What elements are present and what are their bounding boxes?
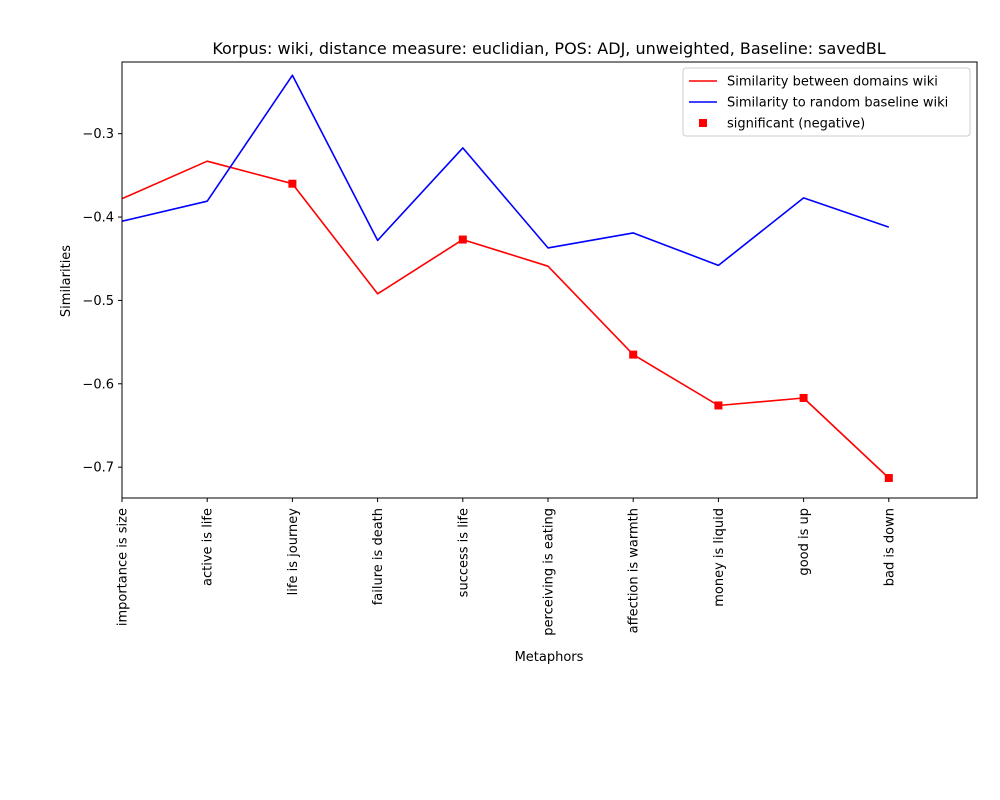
y-axis-label: Similarities <box>59 245 74 317</box>
x-tick-label: importance is size <box>116 508 131 626</box>
legend-label: significant (negative) <box>727 117 865 132</box>
x-tick-label: good is up <box>797 508 812 576</box>
significant-marker <box>629 350 638 359</box>
axes-layer: −0.3 −0.4 −0.5 −0.6 −0.7 importance is size ac… <box>82 61 978 636</box>
significant-marker <box>714 401 723 410</box>
y-tick-label: −0.6 <box>82 377 114 392</box>
x-tick-label: failure is death <box>371 508 386 605</box>
chart-title: Korpus: wiki, distance measure: euclidia… <box>212 39 885 58</box>
x-tick-label: bad is down <box>882 508 897 586</box>
x-tick-label: perceiving is eating <box>542 508 557 636</box>
series-line-2 <box>121 74 890 267</box>
y-tick-label: −0.4 <box>82 211 114 226</box>
x-tick-label: affection is warmth <box>627 508 642 633</box>
x-tick-label: life is journey <box>286 508 301 596</box>
legend-label: Similarity between domains wiki <box>727 75 938 90</box>
significant-marker <box>884 473 893 482</box>
x-axis-label: Metaphors <box>515 650 584 665</box>
y-tick-label: −0.3 <box>82 127 114 142</box>
legend-frame <box>682 67 971 137</box>
plot-layer <box>121 74 893 482</box>
significant-marker <box>799 393 808 402</box>
x-tick-label: money is liquid <box>712 508 727 607</box>
y-tick-label: −0.5 <box>82 294 114 309</box>
x-tick-label: success is life <box>456 508 471 597</box>
legend-marker-swatch <box>699 119 707 127</box>
legend-label: Similarity to random baseline wiki <box>727 96 948 111</box>
x-tick-label: active is life <box>201 508 216 586</box>
series-line-1 <box>121 160 890 479</box>
legend: Similarity between domains wiki Similarit… <box>682 67 971 137</box>
y-tick-label: −0.7 <box>82 461 114 476</box>
significant-marker <box>288 179 297 188</box>
significant-marker <box>458 235 467 244</box>
plot-frame <box>121 61 978 499</box>
